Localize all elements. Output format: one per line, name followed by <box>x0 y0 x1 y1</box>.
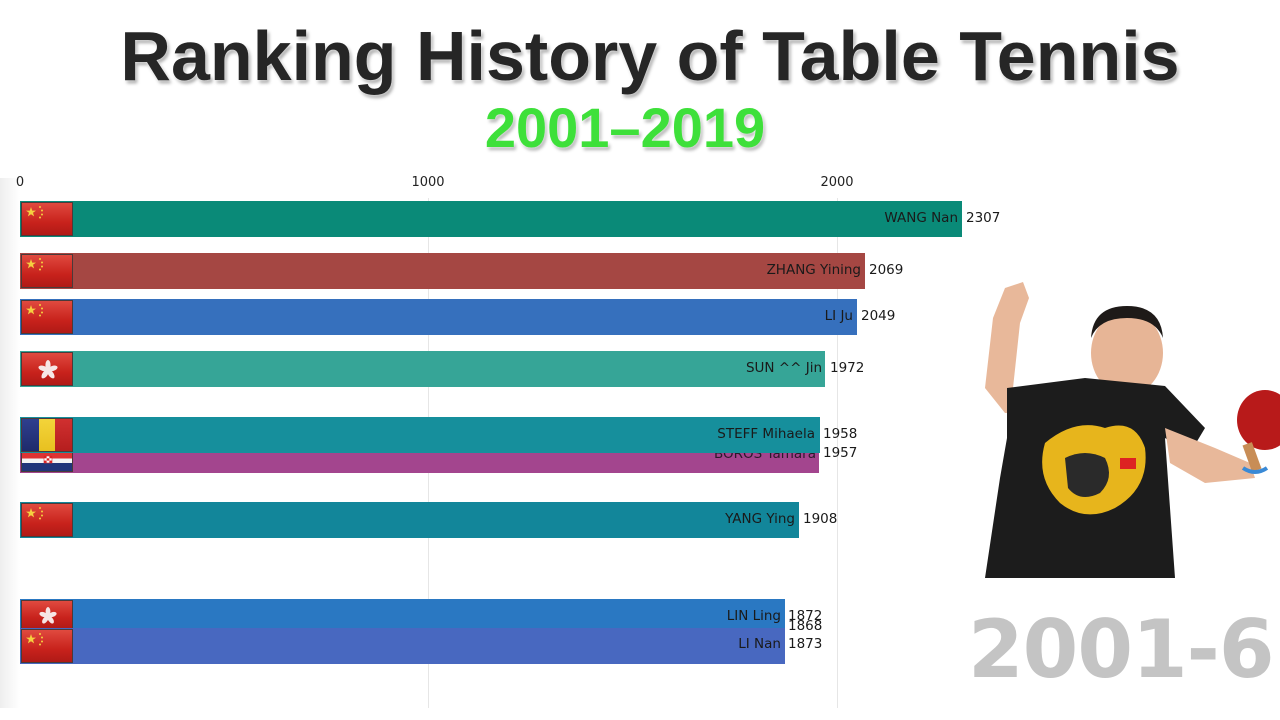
x-tick-2000: 2000 <box>820 175 854 190</box>
bar-wang-nan <box>20 201 962 237</box>
x-tick-1000: 1000 <box>411 175 445 190</box>
bar-value-lin-ling: 1872 <box>788 608 823 624</box>
gridline-2000 <box>837 198 838 708</box>
left-shade <box>0 178 20 708</box>
bar-value-zhang-yining: 2069 <box>869 262 904 278</box>
bar-steff-mihaela <box>20 417 820 453</box>
bar-label-li-nan: LI Nan <box>738 636 781 652</box>
chart-subtitle: 2001–2019 <box>484 96 766 159</box>
x-tick-0: 0 <box>15 175 25 190</box>
bar-yang-ying <box>20 502 799 538</box>
player-photo <box>965 278 1280 586</box>
bar-value-li-nan: 1873 <box>788 636 823 652</box>
china-flag-icon <box>21 503 73 537</box>
bar-value-li-ju: 2049 <box>861 308 896 324</box>
bar-value-steff-mihaela: 1958 <box>823 426 858 442</box>
china-flag-icon <box>21 202 73 236</box>
hong-kong-flag-icon <box>21 600 73 630</box>
bar-li-nan <box>20 628 785 664</box>
hong-kong-flag-icon <box>21 352 73 386</box>
bar-value-yang-ying: 1908 <box>803 511 838 527</box>
bar-label-steff-mihaela: STEFF Mihaela <box>717 426 815 442</box>
bar-value-sun-jin: 1972 <box>830 360 865 376</box>
bar-value-extra: 1868 <box>788 618 823 634</box>
bar-sun-jin <box>20 351 825 387</box>
bar-label-sun-jin: SUN ^^ Jin <box>745 360 822 376</box>
chart-title: Ranking History of Table Tennis <box>120 17 1180 95</box>
croatia-flag-icon <box>21 452 73 472</box>
bar-label-zhang-yining: ZHANG Yining <box>766 262 861 278</box>
china-flag-icon <box>21 254 73 288</box>
period-label: 2001-6 <box>968 603 1275 696</box>
bar-value-wang-nan: 2307 <box>966 210 1001 226</box>
china-flag-icon <box>21 629 73 663</box>
bar-li-ju <box>20 299 857 335</box>
bar-label-lin-ling: LIN Ling <box>726 608 781 624</box>
china-flag-icon <box>21 300 73 334</box>
bar-label-yang-ying: YANG Ying <box>725 511 795 527</box>
bar-value-boros-tamara: 1957 <box>823 445 858 461</box>
romania-flag-icon <box>21 418 73 452</box>
bar-zhang-yining <box>20 253 865 289</box>
bar-label-wang-nan: WANG Nan <box>884 210 958 226</box>
bar-label-li-ju: LI Ju <box>824 308 853 324</box>
